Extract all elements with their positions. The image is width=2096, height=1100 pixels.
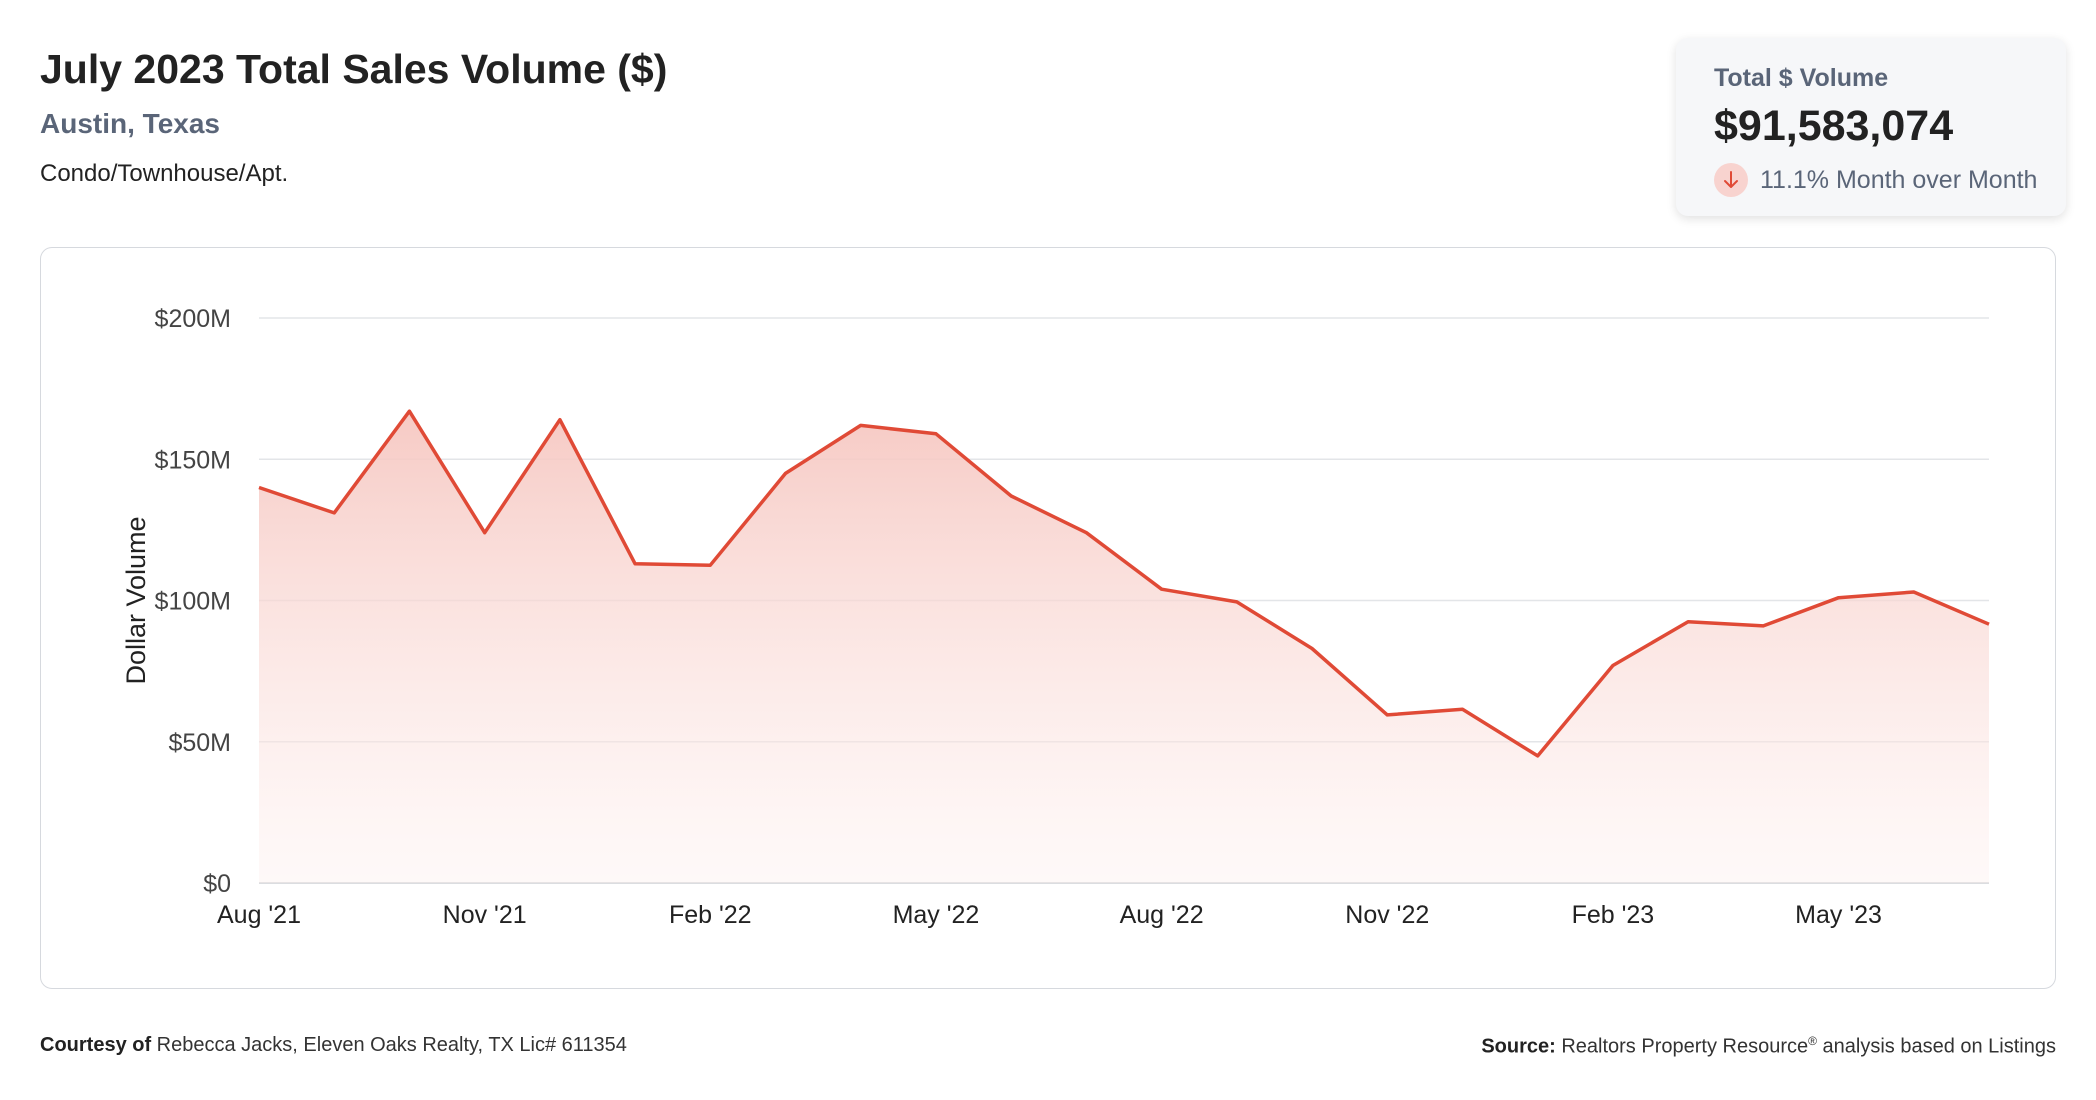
x-tick-label: Feb '23 [1572, 901, 1655, 929]
property-type-label: Condo/Townhouse/Apt. [40, 160, 289, 187]
kpi-change: 11.1% Month over Month [1714, 162, 2037, 198]
y-tick-label: $50M [168, 729, 231, 757]
page-title: July 2023 Total Sales Volume ($) [40, 46, 668, 92]
kpi-label: Total $ Volume [1714, 64, 1889, 92]
series-line [258, 409, 1990, 758]
source-label: Source: [1481, 1035, 1556, 1058]
area-fill [259, 411, 1989, 883]
location-label: Austin, Texas [40, 108, 220, 139]
courtesy-text: Rebecca Jacks, Eleven Oaks Realty, TX Li… [151, 1034, 627, 1056]
x-tick-label: Aug '22 [1120, 901, 1204, 929]
source-footer: Source: Realtors Property Resource® anal… [1481, 1034, 2056, 1059]
kpi-change-text: 11.1% Month over Month [1760, 165, 2038, 194]
x-tick-label: May '22 [893, 901, 980, 929]
x-tick-label: Nov '21 [443, 901, 527, 929]
y-tick-label: $200M [155, 305, 231, 333]
x-tick-label: Nov '22 [1345, 901, 1429, 929]
source-tail: analysis based on Listings [1816, 1035, 2057, 1058]
chart-panel: $0 $50M $100M $150M $200M Aug '21 Nov '21 Feb '… [40, 247, 2056, 989]
courtesy-footer: Courtesy of Rebecca Jacks, Eleven Oaks R… [40, 1034, 627, 1057]
source-text: Realtors Property Resource [1555, 1035, 1809, 1058]
y-tick-label: $150M [155, 446, 231, 474]
sales-volume-chart: $0 $50M $100M $150M $200M Aug '21 Nov '21 Feb '… [121, 305, 1990, 929]
total-volume-card: Total $ Volume $91,583,074 11.1% Month o… [1676, 38, 2066, 216]
y-tick-label: $0 [203, 870, 231, 898]
x-tick-label: Aug '21 [217, 901, 301, 929]
courtesy-label: Courtesy of [40, 1034, 152, 1056]
kpi-value: $91,583,074 [1714, 102, 1954, 150]
x-tick-label: Feb '22 [669, 901, 752, 929]
registered-mark: ® [1808, 1034, 1817, 1048]
x-tick-label: May '23 [1795, 901, 1882, 929]
arrow-down-icon [1714, 163, 1748, 197]
y-axis-label: Dollar Volume [121, 516, 151, 684]
y-tick-label: $100M [155, 588, 231, 616]
